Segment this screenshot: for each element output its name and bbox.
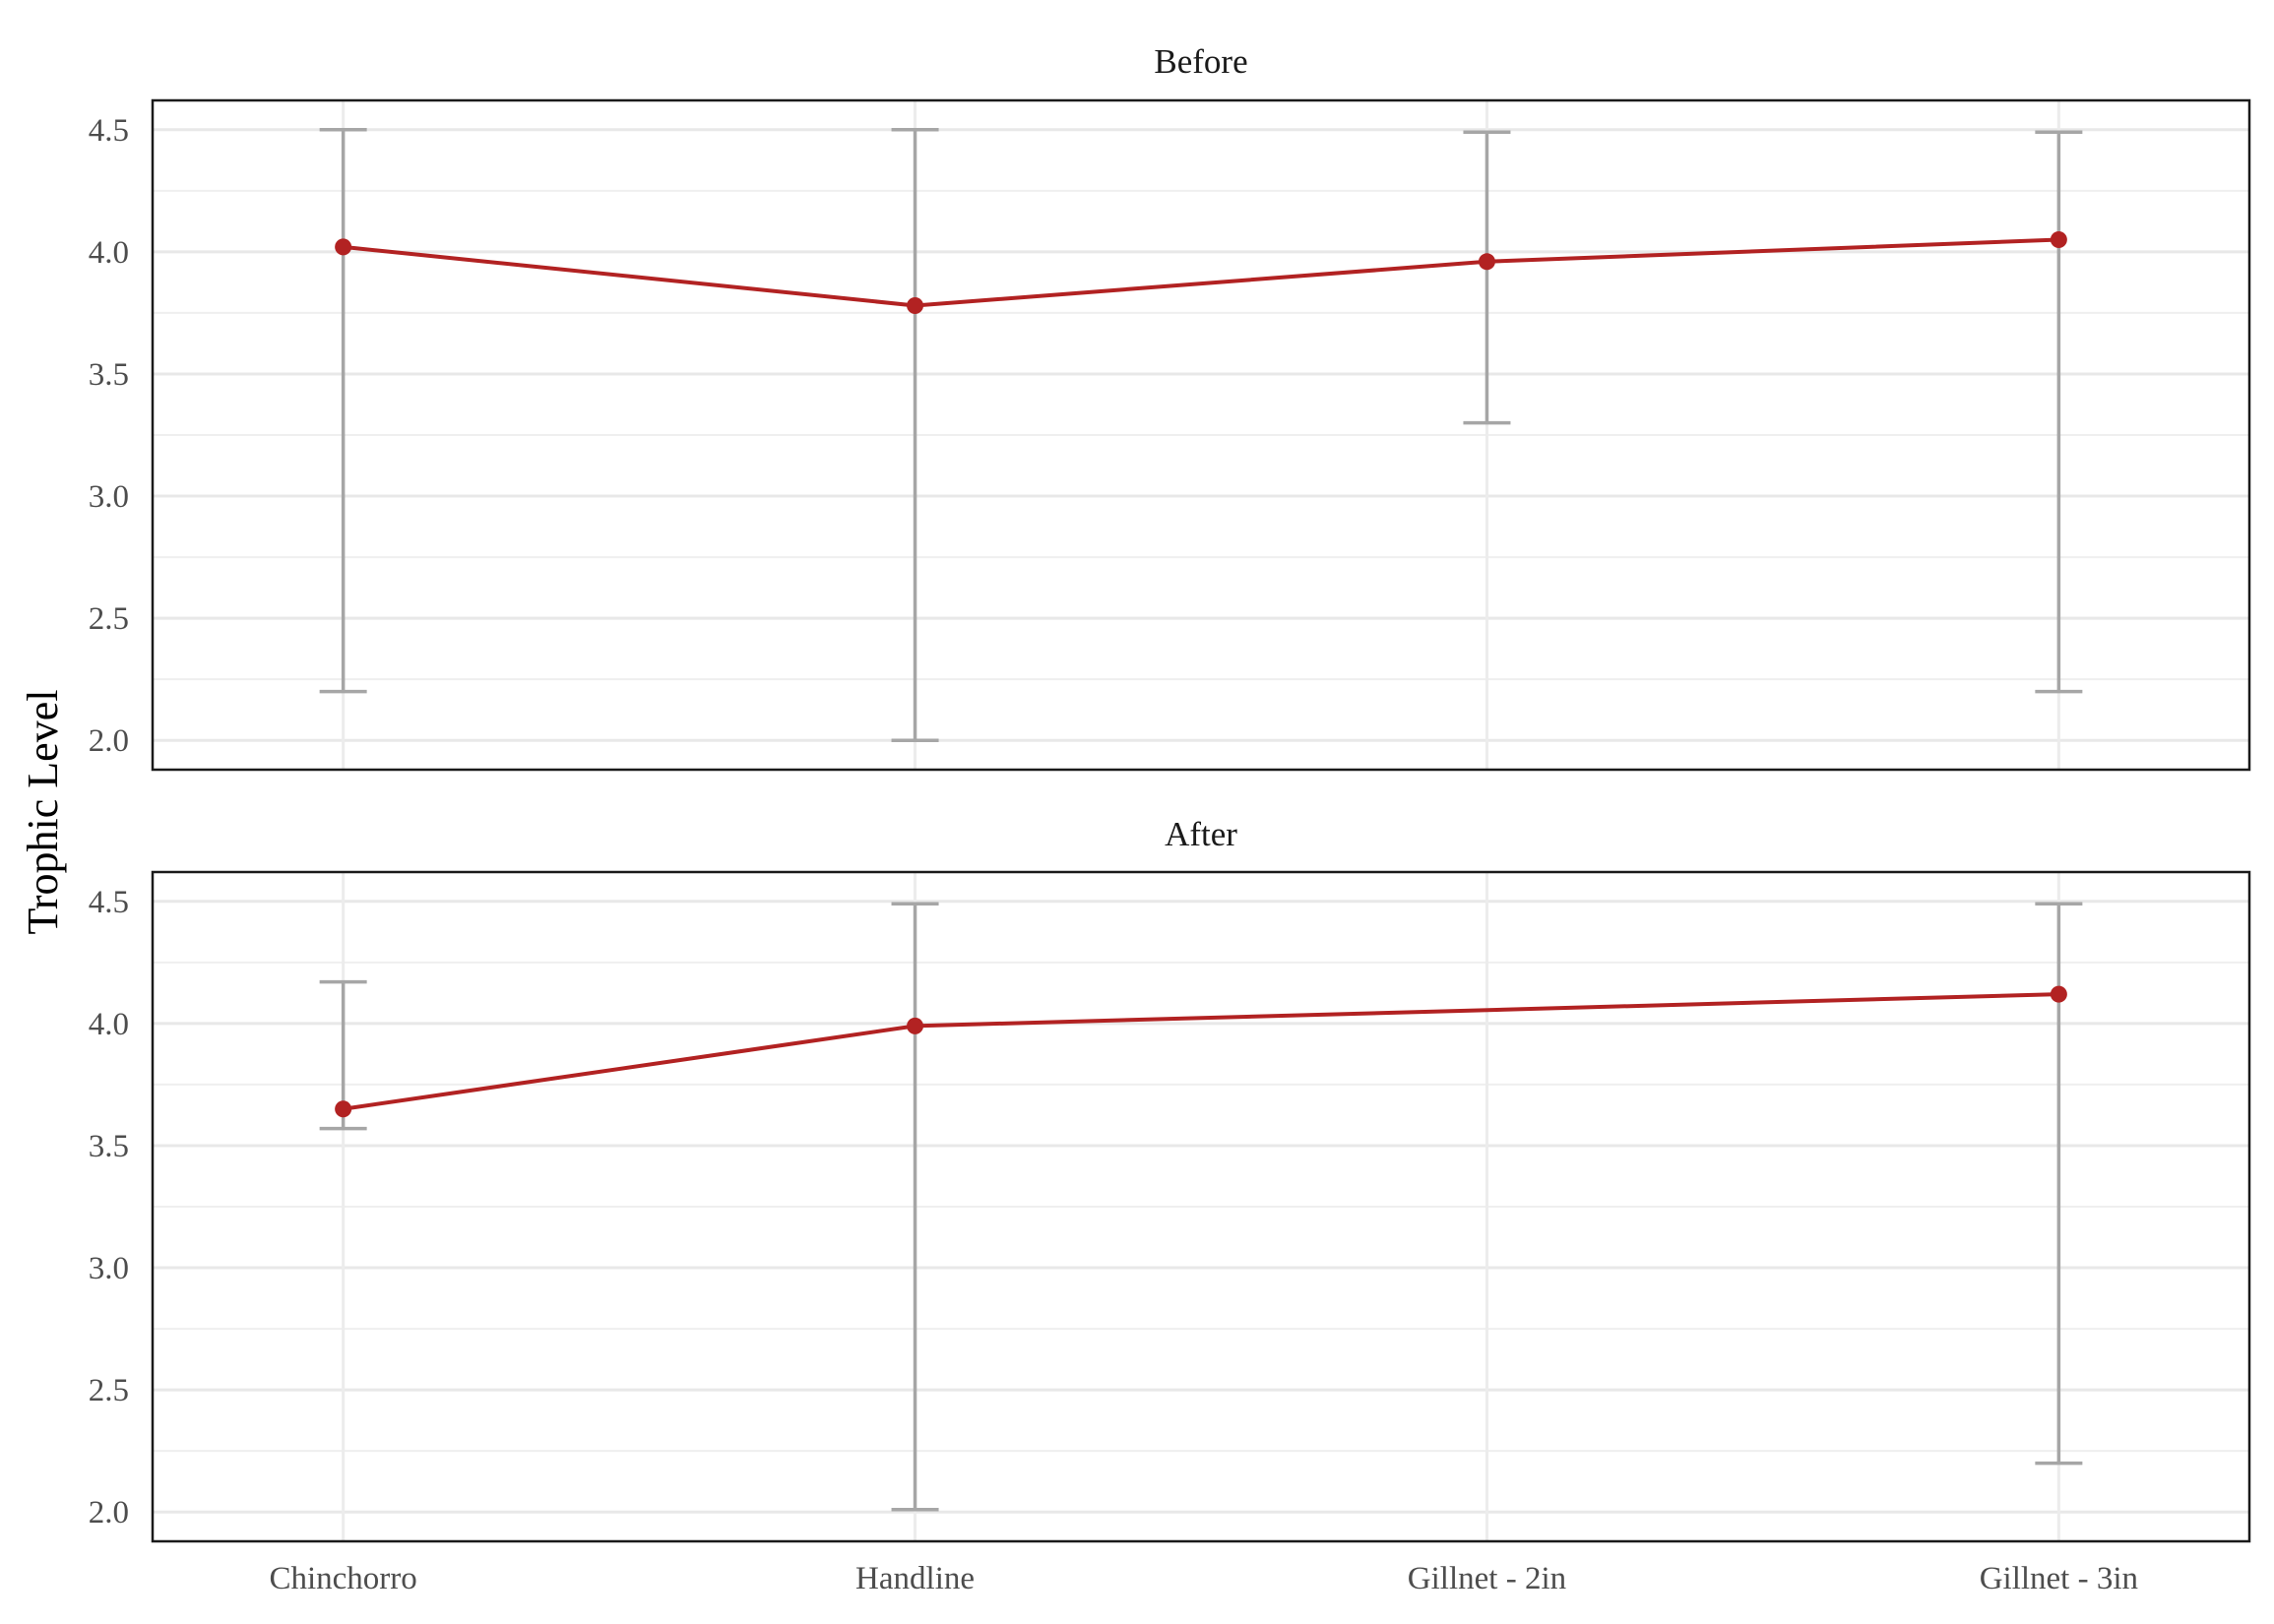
series-line [343, 237, 2059, 308]
y-tick-label: 4.5 [89, 885, 129, 920]
data-point [907, 1017, 924, 1034]
panels-layer: Before 2.0 2.5 3.0 3.5 4.0 4.5 After 2.0 2.5 3.0 3.… [89, 42, 2251, 1543]
panel-after: After 2.0 2.5 3.0 3.5 4.0 4.5 [89, 815, 2251, 1543]
y-tick-label: 3.5 [89, 1129, 129, 1164]
y-tick-label: 3.0 [89, 479, 129, 515]
y-tick-label: 2.5 [89, 1373, 129, 1408]
panel-before: Before 2.0 2.5 3.0 3.5 4.0 4.5 [89, 42, 2251, 772]
data-point [335, 238, 352, 256]
data-point [335, 1100, 352, 1118]
panel-strip-label: After [1165, 815, 1237, 853]
data-point [2050, 985, 2067, 1003]
y-axis-title: Trophic Level [19, 690, 67, 935]
panel-border [151, 870, 2251, 1543]
y-tick-label: 4.5 [89, 113, 129, 149]
x-tick-label: Handline [855, 1561, 975, 1596]
y-tick-label: 2.0 [89, 1495, 129, 1530]
data-point [907, 296, 924, 314]
error-bar [1463, 130, 1511, 425]
data-point [1478, 253, 1495, 271]
data-point [2050, 230, 2067, 248]
x-tick-label: Gillnet - 2in [1408, 1561, 1566, 1596]
y-tick-label: 4.0 [89, 235, 129, 271]
error-bar [891, 128, 939, 742]
error-bar [2035, 130, 2083, 694]
x-tick-label: Chinchorro [269, 1561, 416, 1596]
panel-strip-label: Before [1154, 42, 1247, 81]
y-tick-label: 3.5 [89, 357, 129, 393]
y-tick-label: 2.0 [89, 723, 129, 759]
x-axis-tick-labels: Chinchorro Handline Gillnet - 2in Gillnet -… [269, 1561, 2138, 1596]
y-tick-label: 2.5 [89, 601, 129, 637]
series-line [343, 992, 2059, 1111]
x-tick-label: Gillnet - 3in [1980, 1561, 2138, 1596]
error-bar [319, 128, 367, 694]
y-tick-label: 3.0 [89, 1251, 129, 1286]
panel-border [151, 98, 2251, 772]
y-tick-label: 4.0 [89, 1007, 129, 1042]
error-bar [891, 902, 939, 1512]
